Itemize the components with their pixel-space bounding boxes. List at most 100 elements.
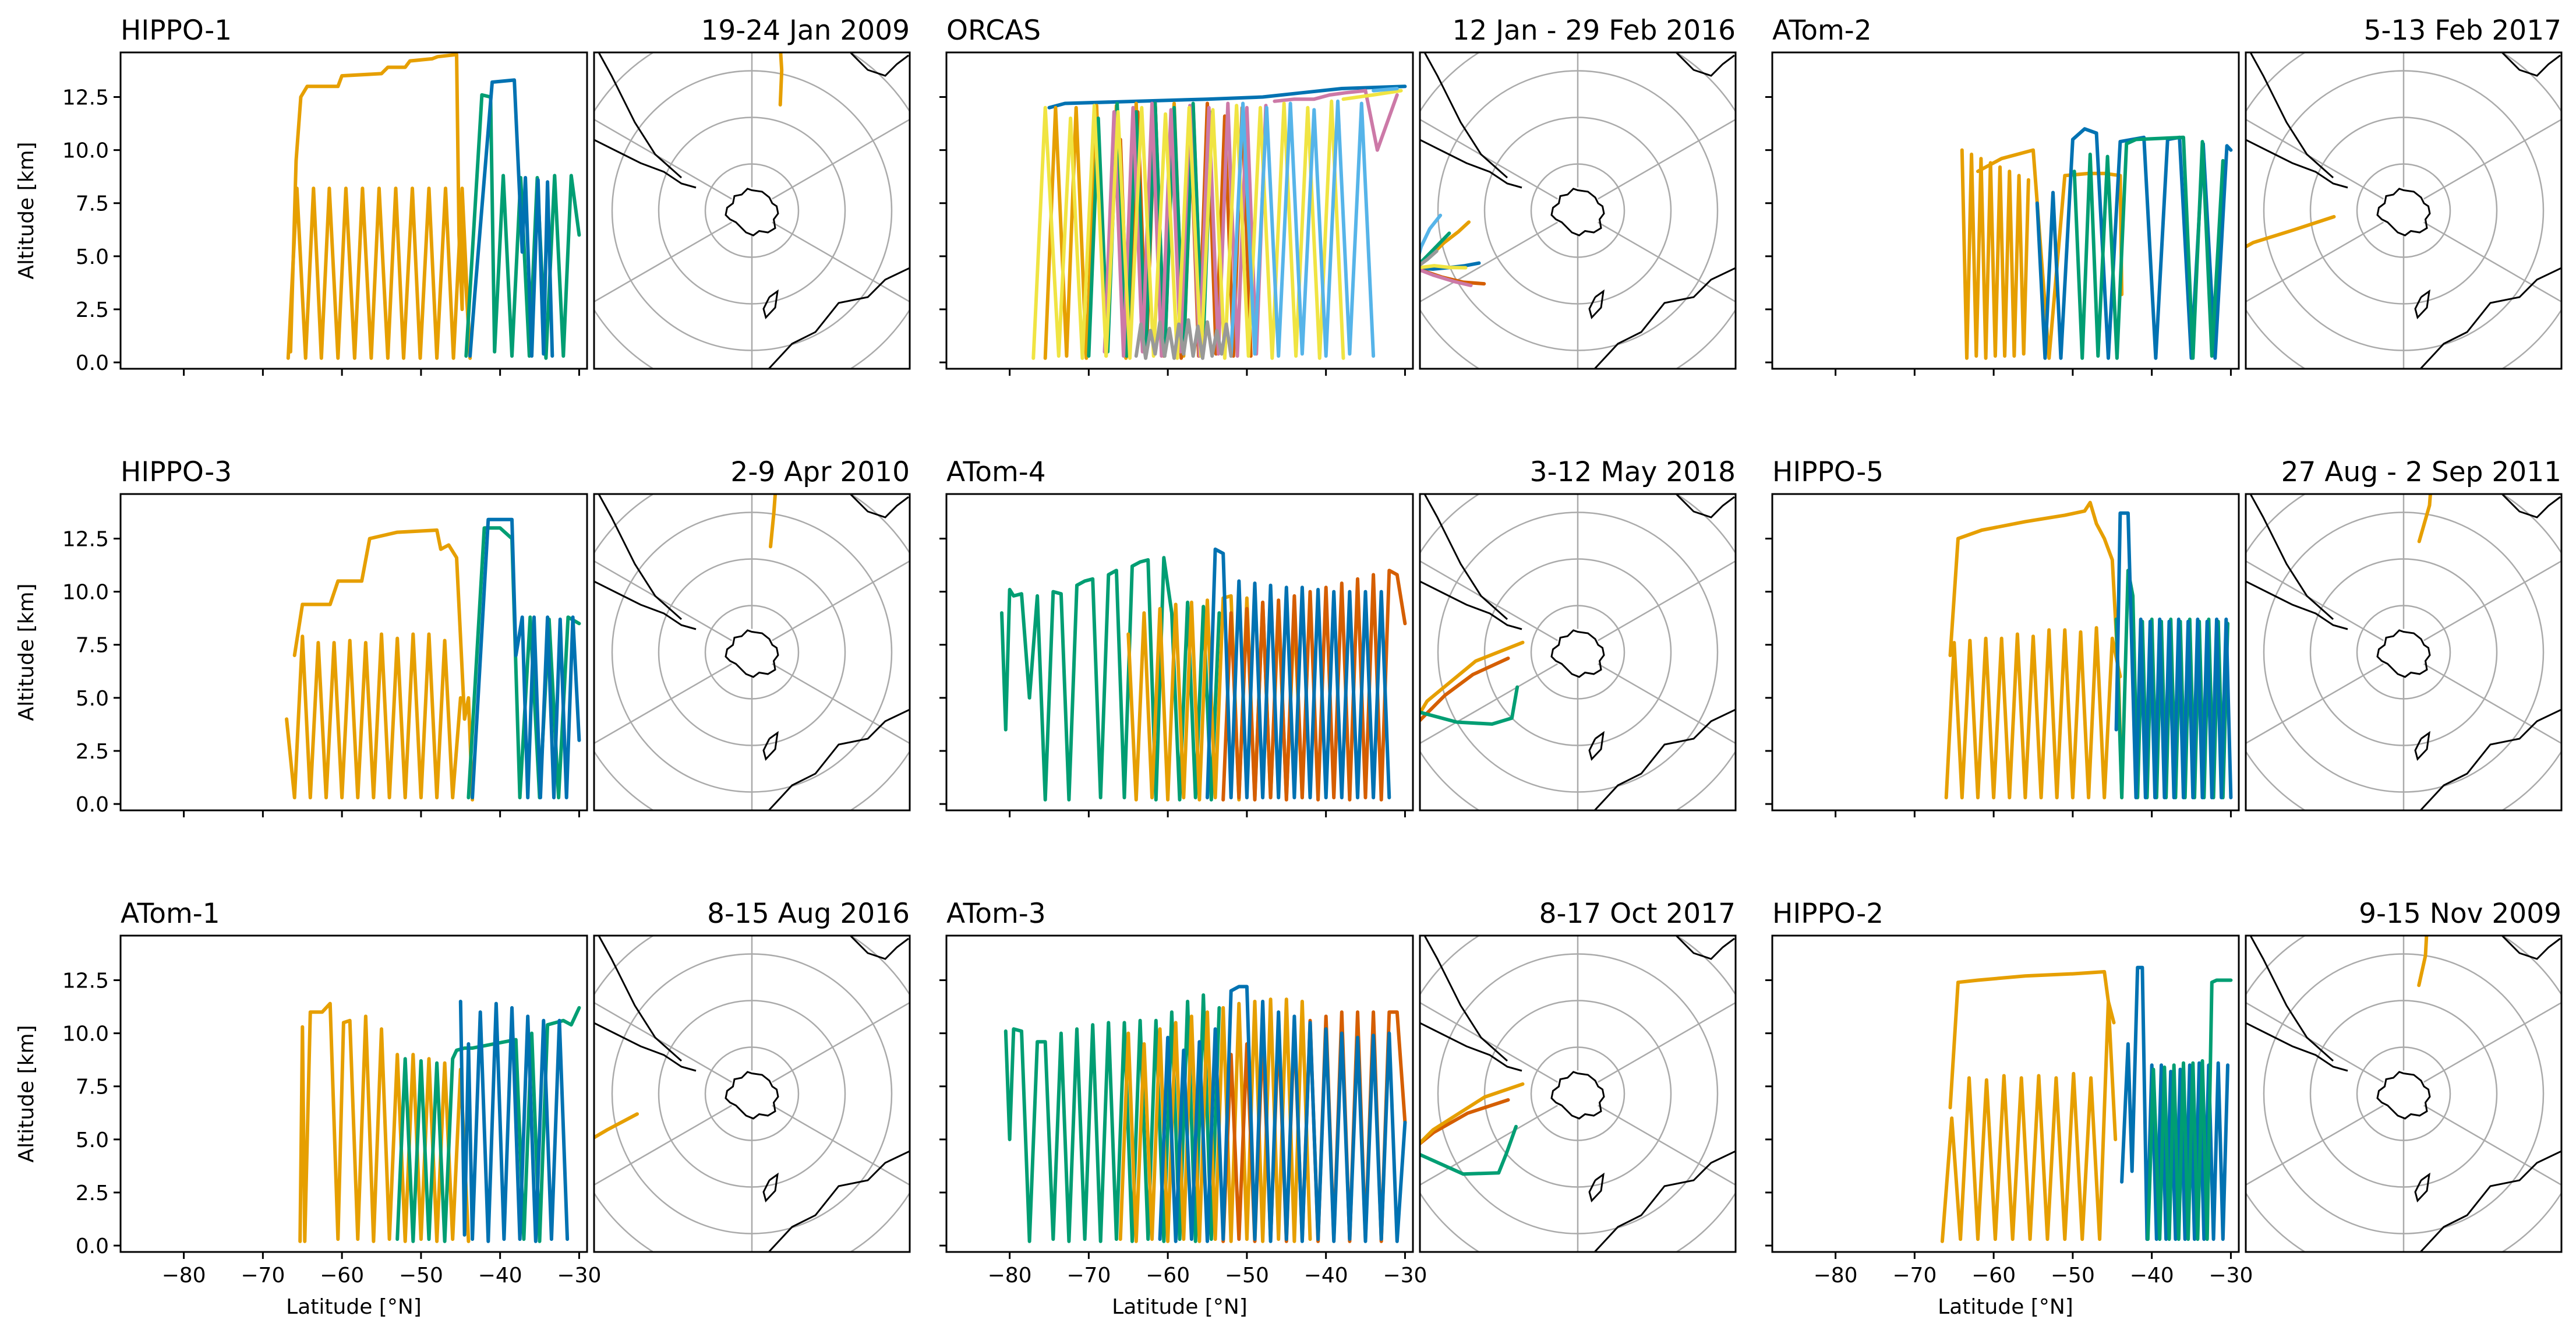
map-meridian — [2246, 1001, 2384, 1083]
y-axis-label: Altitude [km] — [15, 1025, 38, 1162]
map-meridian — [772, 118, 910, 200]
map-coastline-antarctica — [2376, 1071, 2431, 1120]
map-track-orange-1 — [1420, 640, 1525, 717]
map-track-orange-0 — [769, 494, 778, 549]
plot-frame — [945, 934, 1414, 1253]
panel-date: 12 Jan - 29 Feb 2016 — [1452, 15, 1736, 47]
x-tick-label: −70 — [1892, 1264, 1937, 1287]
map-coastline-australia — [2419, 1150, 2561, 1252]
y-tick-label: 7.5 — [76, 192, 109, 216]
map-meridian — [2246, 560, 2384, 641]
x-axis-label: Latitude [°N] — [1938, 1295, 2073, 1319]
map-coastline-andes — [598, 494, 682, 620]
panel-hippo-5: HIPPO-5 27 Aug - 2 Sep 2011 — [1765, 456, 2563, 817]
series-line-green-2 — [464, 93, 581, 360]
map-coastline-south-america — [1420, 139, 1522, 189]
map-coastline-new-zealand — [2414, 731, 2430, 761]
x-tick-label: −40 — [2130, 1264, 2174, 1287]
panel-date: 3-12 May 2018 — [1530, 456, 1736, 488]
series-group — [298, 1000, 581, 1243]
series-group — [1031, 84, 1407, 360]
map-meridian — [1420, 118, 1558, 200]
panel-title: HIPPO-2 — [1772, 898, 1884, 930]
map-coastline-africa — [1675, 52, 1735, 77]
map-coastline-new-zealand — [1588, 289, 1605, 319]
map-coastline-andes — [598, 936, 682, 1062]
x-tick-label: −40 — [478, 1264, 522, 1287]
map-inset — [2245, 934, 2563, 1253]
series-line-orange-1 — [292, 528, 475, 802]
map-meridian — [1420, 1001, 1558, 1083]
map-track-orange-0 — [2417, 936, 2429, 987]
y-tick-label: 12.5 — [62, 86, 109, 110]
map-coastline-africa — [2501, 494, 2561, 518]
series-line-orange-1 — [1118, 997, 1312, 1243]
map-track-orange-1 — [1420, 1082, 1525, 1146]
panel-title: HIPPO-3 — [121, 456, 232, 488]
map-meridian — [772, 1001, 910, 1083]
y-tick-label: 10.0 — [62, 581, 109, 605]
panel-title: ORCAS — [946, 15, 1041, 47]
series-line-orange-0 — [286, 186, 472, 360]
series-line-orange-0 — [1944, 626, 2122, 800]
series-line-orange-0 — [1940, 1000, 2118, 1243]
map-meridian — [772, 221, 910, 303]
map-meridian — [594, 1001, 732, 1083]
series-group — [1000, 547, 1407, 802]
map-coastline-australia — [1593, 267, 1736, 369]
series-group — [1960, 127, 2233, 360]
x-tick-label: −60 — [1146, 1264, 1190, 1287]
map-coastline-antarctica — [725, 1071, 779, 1120]
y-tick-label: 0.0 — [76, 793, 109, 817]
map-track-vermillion-0 — [1420, 1098, 1510, 1146]
panel-atom-1: 0.0 2.5 5.0 7.5 10.0 12.5 −80 −70 −60 −50 −40 −30 Al… — [15, 898, 911, 1319]
map-coastline-new-zealand — [762, 731, 779, 761]
map-meridian — [2246, 1105, 2384, 1186]
map-track-orange-0 — [2417, 494, 2432, 544]
map-coastline-antarctica — [2376, 629, 2431, 678]
map-frame — [1419, 934, 1737, 1253]
map-coastline-new-zealand — [1588, 1172, 1605, 1202]
x-tick-label: −50 — [399, 1264, 443, 1287]
map-coastline-andes — [1423, 936, 1508, 1062]
map-meridian — [1598, 1001, 1736, 1083]
x-axis-label: Latitude [°N] — [1112, 1295, 1248, 1319]
map-coastline-antarctica — [1550, 629, 1605, 678]
map-meridian — [1598, 118, 1736, 200]
x-tick-label: −30 — [557, 1264, 601, 1287]
y-tick-label: 2.5 — [76, 1181, 109, 1205]
map-meridian — [2423, 221, 2561, 303]
panel-date: 27 Aug - 2 Sep 2011 — [2281, 456, 2561, 488]
map-coastline-new-zealand — [762, 1172, 779, 1202]
x-tick-label: −80 — [162, 1264, 206, 1287]
plot-frame — [945, 51, 1414, 370]
map-coastline-australia — [2419, 267, 2561, 369]
y-tick-label: 12.5 — [62, 528, 109, 552]
series-line-blue-2 — [458, 1000, 570, 1243]
map-meridian — [1598, 560, 1736, 641]
map-meridian — [1598, 663, 1736, 745]
map-meridian — [594, 221, 732, 303]
map-meridian — [594, 663, 732, 745]
plot-frame — [119, 493, 588, 812]
map-coastline-new-zealand — [2414, 1172, 2430, 1202]
map-coastline-antarctica — [725, 188, 779, 237]
map-coastline-andes — [1423, 494, 1508, 620]
x-tick-label: −70 — [241, 1264, 285, 1287]
map-coastline-australia — [1593, 1150, 1736, 1252]
panel-orcas: ORCAS 12 Jan - 29 Feb 2016 — [939, 15, 1737, 376]
series-line-blue-0 — [1047, 84, 1407, 110]
map-coastline-south-america — [594, 1022, 697, 1072]
series-group — [1940, 965, 2233, 1243]
panel-title: HIPPO-1 — [121, 15, 232, 47]
panel-date: 2-9 Apr 2010 — [730, 456, 910, 488]
map-inset — [2245, 51, 2563, 370]
map-track-green-2 — [1420, 685, 1520, 726]
map-meridian — [772, 1105, 910, 1186]
map-track-gray-7 — [1420, 249, 1439, 267]
map-coastline-south-america — [1420, 580, 1522, 630]
map-coastline-antarctica — [1550, 188, 1605, 237]
map-coastline-africa — [1675, 494, 1735, 518]
map-coastline-south-america — [594, 580, 697, 630]
map-meridian — [2423, 1001, 2561, 1083]
